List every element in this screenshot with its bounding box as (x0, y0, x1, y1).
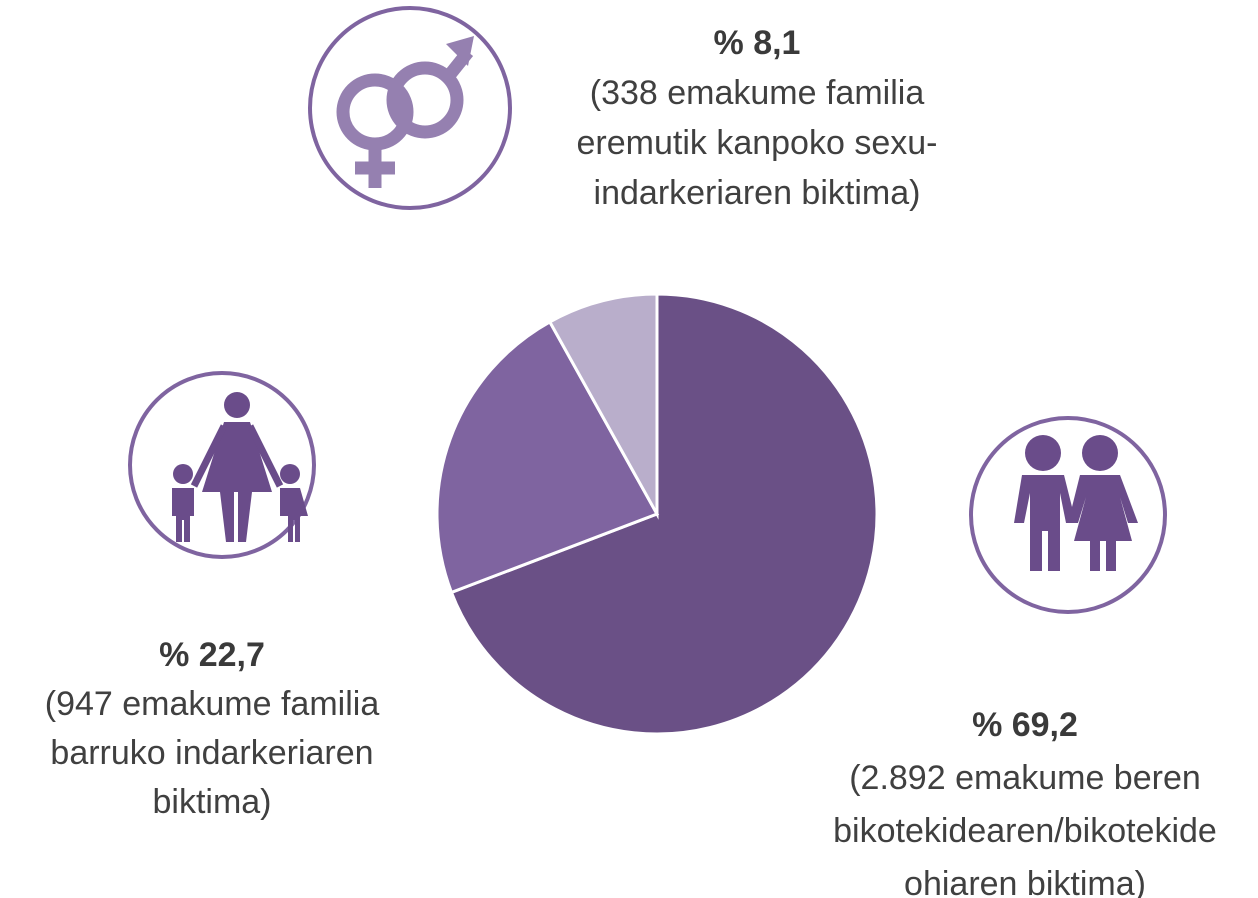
slice-description: (2.892 emakume beren (849, 759, 1201, 797)
slice-description: barruko indarkeriaren (50, 734, 373, 772)
slice-description: indarkeriaren biktima) (594, 174, 921, 212)
value-label: % 69,2 (972, 706, 1078, 744)
value-label: % 22,7 (159, 636, 265, 674)
family-icon (128, 371, 316, 559)
slice-description: (338 emakume familia (590, 74, 925, 112)
slice-description: bikotekidearen/bikotekide (833, 812, 1217, 850)
slice-description: biktima) (152, 783, 271, 821)
couple-icon (969, 416, 1167, 614)
gender-icon (308, 6, 512, 210)
slice-description: (947 emakume familia (45, 685, 380, 723)
pie-slice (435, 319, 660, 595)
slice-description: ohiaren biktima) (904, 865, 1146, 898)
pie-slice (449, 292, 879, 736)
pie-slice (547, 292, 659, 520)
slice-description: eremutik kanpoko sexu- (577, 124, 938, 162)
value-label: % 8,1 (714, 24, 801, 62)
